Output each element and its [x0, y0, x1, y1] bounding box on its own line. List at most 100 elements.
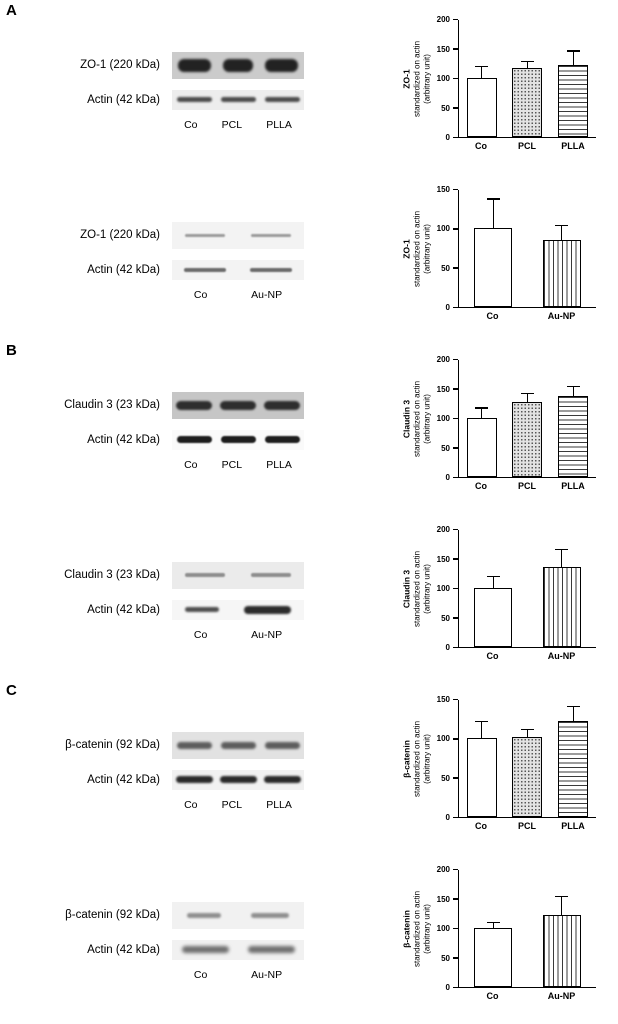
error-bar-cap — [520, 392, 534, 394]
western-blot-group: ZO-1 (220 kDa) Actin (42 kDa) Co Au-NP — [34, 221, 354, 301]
y-tick — [453, 927, 458, 930]
target-protein-blot-image — [172, 51, 304, 79]
x-category-label: Au-NP — [547, 650, 576, 661]
bar-co — [474, 587, 513, 647]
bar-group — [466, 700, 497, 817]
y-axis: 0 50 100 150 — [432, 695, 458, 822]
western-blot-group: β-catenin (92 kDa) Actin (42 kDa) Co Au-… — [34, 901, 354, 981]
y-tick — [453, 986, 458, 989]
error-bar-cap — [566, 386, 580, 388]
panel-letter: A — [6, 2, 17, 19]
actin-blot-image — [172, 939, 304, 960]
panel-c: C β-catenin (92 kDa) Actin (42 kDa) Co P… — [0, 680, 618, 1020]
blot-line: Claudin 3 (23 kDa) — [34, 561, 354, 589]
loading-control-label: Actin (42 kDa) — [87, 943, 160, 956]
band — [176, 97, 212, 102]
y-tick — [453, 476, 458, 479]
bar-group — [512, 700, 543, 817]
bar-chart-zo1-scaffolds: ZO-1 standardized on actin (arbitrary unit… — [402, 15, 608, 151]
blot-line: Actin (42 kDa) — [34, 259, 354, 280]
error-bar-cap — [555, 549, 569, 551]
y-tick-label: 100 — [436, 584, 450, 593]
y-axis-label-line: (arbitrary unit) — [422, 903, 432, 954]
bar-group — [558, 700, 589, 817]
actin-blot-image — [172, 89, 304, 110]
blot-line: Actin (42 kDa) — [34, 429, 354, 450]
lane-label: Co — [184, 118, 198, 131]
y-axis: 0 50 100 150 200 — [432, 355, 458, 482]
actin-blot-image — [172, 259, 304, 280]
plot-area — [458, 529, 596, 648]
panel-letter: C — [6, 682, 17, 699]
x-category-label: Co — [475, 140, 487, 151]
bar-group — [512, 20, 543, 137]
error-bar — [526, 393, 529, 402]
band — [265, 58, 298, 72]
x-axis-labels: Co PCL PLLA — [458, 141, 596, 151]
lane-label: Co — [193, 968, 208, 981]
y-tick-label: 50 — [441, 773, 450, 783]
error-bar-cap — [566, 705, 580, 708]
x-axis-labels: Co PCL PLLA — [458, 481, 596, 491]
y-tick — [453, 306, 458, 309]
y-axis-label: β-catenin standardized on actin (arbitrary… — [402, 870, 432, 988]
loading-control-label: Actin (42 kDa) — [87, 603, 160, 616]
actin-blot-image — [172, 599, 304, 620]
y-tick-label: 50 — [441, 953, 450, 963]
y-tick-label: 150 — [436, 44, 450, 54]
protein-label: ZO-1 (220 kDa) — [80, 229, 160, 241]
band — [264, 400, 300, 410]
protein-label: Claudin 3 (23 kDa) — [64, 399, 160, 411]
error-bar-cap — [566, 50, 580, 52]
error-bar-cap — [475, 65, 489, 67]
band — [220, 97, 256, 102]
bar-co — [466, 417, 497, 477]
x-category-label: PCL — [518, 140, 536, 151]
error-bar — [561, 226, 563, 241]
lane-label: PCL — [221, 798, 243, 811]
y-tick — [453, 528, 458, 531]
loading-control-label: Actin (42 kDa) — [87, 433, 160, 446]
bar-group — [512, 360, 543, 477]
y-tick — [453, 738, 458, 740]
target-protein-blot-image — [172, 561, 304, 589]
lane-label: PLLA — [266, 798, 292, 811]
target-protein-blot-image — [172, 731, 304, 759]
y-axis-label-line: standardized on actin — [412, 210, 422, 287]
bar-chart-claudin3-aunp: Claudin 3 standardized on actin (arbitrary… — [402, 525, 608, 661]
figure-row: β-catenin (92 kDa) Actin (42 kDa) Co Au-… — [0, 850, 618, 1020]
error-bar — [481, 66, 483, 78]
lane-labels: Co Au-NP — [172, 289, 304, 301]
y-tick — [453, 136, 458, 139]
y-tick — [453, 417, 458, 420]
panel-b: B Claudin 3 (23 kDa) Actin (42 kDa) Co P… — [0, 340, 618, 680]
y-tick — [453, 898, 458, 900]
bar-plla — [558, 395, 589, 477]
y-tick — [453, 107, 458, 109]
error-bar-cap — [520, 728, 534, 730]
lane-label: PLLA — [266, 118, 292, 131]
blot-line: Actin (42 kDa) — [34, 769, 354, 790]
y-tick-label: 0 — [445, 813, 450, 822]
y-tick-label: 0 — [445, 983, 450, 992]
band — [219, 776, 257, 783]
band — [223, 58, 253, 72]
bar-group — [542, 190, 581, 307]
y-tick — [453, 587, 458, 590]
bar-plla — [558, 721, 589, 817]
y-tick-label: 150 — [436, 894, 450, 904]
error-bar-cap — [520, 60, 534, 63]
error-bar — [481, 722, 483, 738]
y-tick-label: 200 — [436, 355, 450, 364]
y-axis-label-line: standardized on actin — [412, 550, 422, 627]
bar-pcl — [512, 68, 543, 137]
figure-row: Claudin 3 (23 kDa) Actin (42 kDa) Co PCL… — [0, 340, 618, 510]
band — [181, 946, 229, 953]
band — [220, 436, 256, 443]
bar-group — [474, 530, 513, 647]
band — [220, 741, 256, 749]
blot-line: Claudin 3 (23 kDa) — [34, 391, 354, 419]
y-tick-label: 100 — [436, 924, 450, 933]
error-bar — [526, 729, 529, 738]
